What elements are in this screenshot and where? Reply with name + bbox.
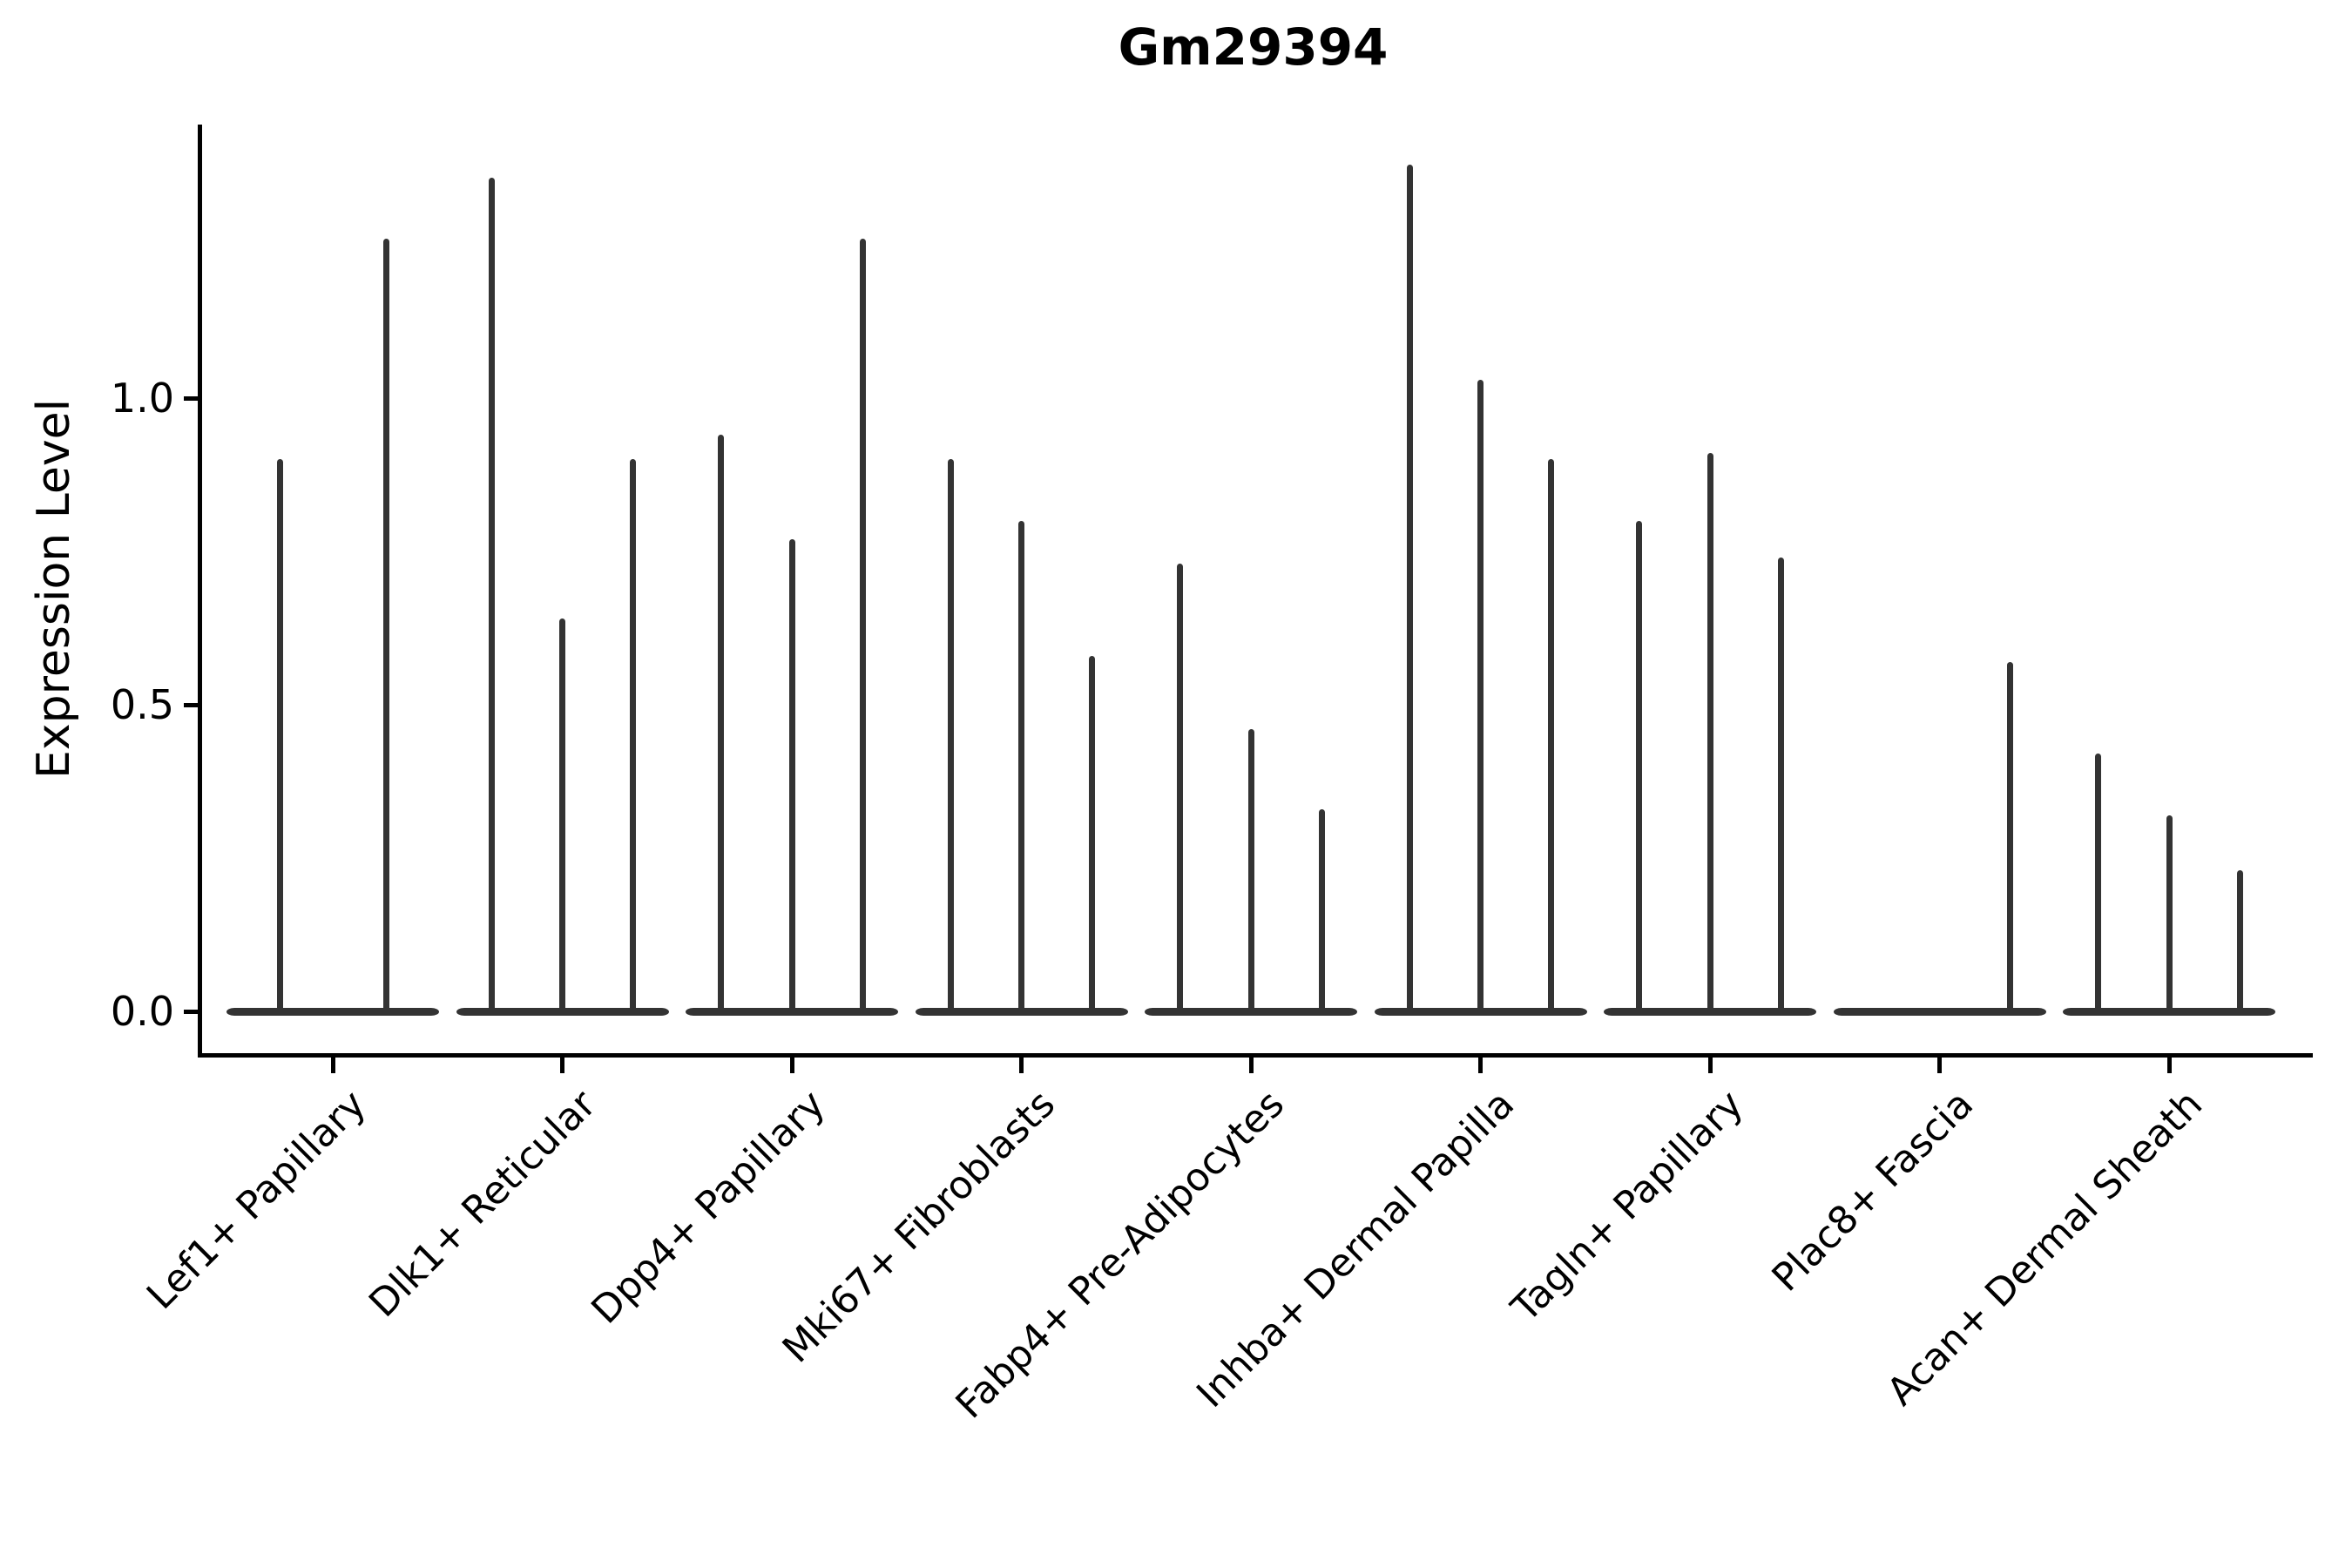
violin-spike: [1548, 459, 1555, 1011]
violin-base-bar: [226, 1007, 439, 1016]
violin-spike: [1636, 520, 1643, 1011]
x-tick-mark: [1478, 1058, 1483, 1073]
y-tick-mark: [184, 702, 198, 707]
violin-base-bar: [456, 1007, 669, 1016]
x-tick-label: Dlk1+ Reticular: [360, 1082, 605, 1326]
violin-base-bar: [915, 1007, 1128, 1016]
violin-spike: [2007, 661, 2014, 1011]
violin-spike: [1089, 655, 1096, 1011]
x-tick-mark: [330, 1058, 335, 1073]
violin-base-bar: [1833, 1007, 2046, 1016]
x-tick-mark: [789, 1058, 794, 1073]
y-tick-label: 1.0: [110, 375, 174, 422]
violin-base-bar: [2063, 1007, 2275, 1016]
y-axis-spine: [198, 125, 202, 1058]
violin-spike: [1477, 379, 1484, 1011]
x-tick-label: Dpp4+ Papillary: [583, 1082, 835, 1333]
violin-spike: [559, 618, 565, 1011]
x-tick-label: Plac8+ Fascia: [1763, 1082, 1982, 1301]
violin-base-bar: [1374, 1007, 1587, 1016]
violin-spike: [1247, 729, 1254, 1011]
violin-spike: [276, 459, 283, 1011]
x-tick-mark: [560, 1058, 564, 1073]
violin-base-bar: [686, 1007, 898, 1016]
violin-spike: [859, 238, 866, 1011]
violin-spike: [2236, 870, 2243, 1011]
x-axis-spine: [198, 1053, 2313, 1058]
violin-spike: [1318, 808, 1325, 1011]
plot-title: Gm29394: [1118, 17, 1389, 77]
violin-spike: [788, 538, 795, 1011]
violin-spike: [2095, 754, 2102, 1011]
y-tick-label: 0.0: [110, 988, 174, 1035]
x-tick-mark: [1937, 1058, 1942, 1073]
x-tick-mark: [1707, 1058, 1713, 1073]
violin-spike: [1177, 564, 1184, 1011]
violin-spike: [718, 435, 725, 1011]
x-tick-label: Lef1+ Papillary: [138, 1082, 375, 1319]
x-tick-mark: [1248, 1058, 1254, 1073]
violin-spike: [1018, 520, 1024, 1011]
violin-spike: [2166, 814, 2173, 1011]
violin-spike: [1777, 558, 1784, 1011]
violin-base-bar: [1145, 1007, 1357, 1016]
violin-base-bar: [1604, 1007, 1816, 1016]
violin-spike: [1707, 453, 1713, 1011]
y-tick-mark: [184, 395, 198, 401]
violin-spike: [382, 238, 389, 1011]
y-tick-label: 0.5: [110, 681, 174, 728]
x-tick-label: Tagln+ Papillary: [1503, 1082, 1753, 1331]
violin-spike: [488, 177, 495, 1011]
x-tick-mark: [1019, 1058, 1024, 1073]
violin-spike: [630, 459, 637, 1011]
x-tick-mark: [2166, 1058, 2172, 1073]
violin-spike: [947, 459, 954, 1011]
violin-spike: [1406, 165, 1413, 1011]
y-tick-mark: [184, 1009, 198, 1014]
